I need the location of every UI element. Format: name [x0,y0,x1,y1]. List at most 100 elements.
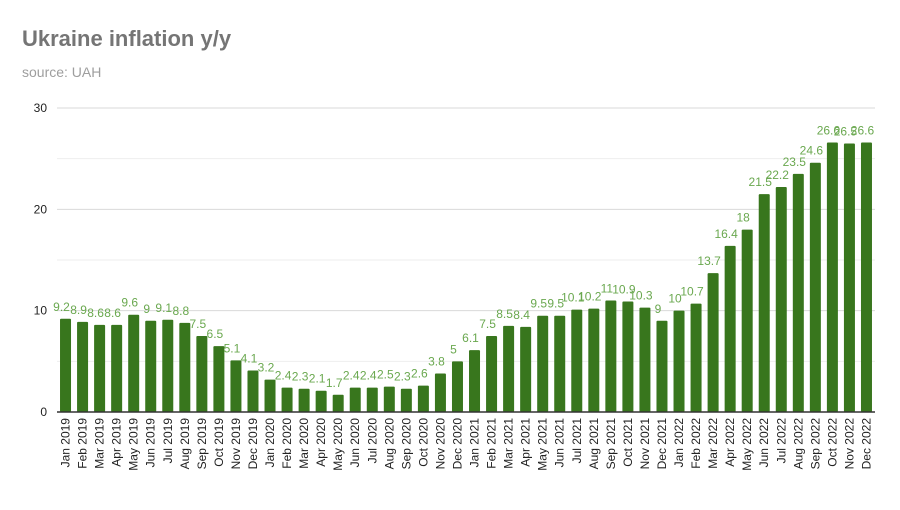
bar [503,325,515,412]
x-tick-label: May 2021 [536,418,550,471]
data-label: 2.4 [275,369,292,383]
bar [656,320,668,412]
bar [179,322,191,412]
data-label: 9.5 [530,297,547,311]
bar [554,315,566,412]
bar [826,142,838,412]
x-tick-label: Jun 2021 [553,418,567,468]
data-label: 9.1 [155,301,172,315]
x-tick-label: Dec 2021 [655,418,669,470]
y-tick-label: 20 [34,202,48,216]
data-label: 10.2 [578,290,602,304]
data-label: 8.8 [172,304,189,318]
bar [809,162,821,412]
x-tick-label: Aug 2022 [791,418,805,470]
x-tick-label: Sep 2022 [808,418,822,470]
x-tick-label: Nov 2020 [433,418,447,470]
x-tick-label: Feb 2019 [76,418,90,469]
data-label: 10.9 [612,283,636,297]
data-label: 23.5 [783,155,807,169]
x-tick-label: Aug 2020 [382,418,396,470]
x-tick-label: May 2022 [740,418,754,471]
y-tick-label: 10 [34,304,48,318]
x-tick-label: Jan 2020 [263,418,277,468]
x-tick-label: Jun 2022 [757,418,771,468]
data-label: 8.6 [104,306,121,320]
bar [451,361,463,412]
bar [434,373,446,412]
data-label: 22.2 [766,168,790,182]
x-tick-label: Aug 2019 [178,418,192,470]
data-label: 10 [668,292,682,306]
x-tick-label: Jan 2019 [59,418,73,468]
data-label: 6.1 [462,331,479,345]
bar [383,386,395,412]
data-label: 9 [143,302,150,316]
data-label: 7.5 [190,317,207,331]
x-tick-label: Mar 2022 [706,418,720,469]
x-tick-label: Oct 2020 [416,418,430,467]
chart-subtitle: source: UAH [22,64,102,80]
x-tick-label: Jul 2020 [365,418,379,464]
data-label: 2.4 [360,369,377,383]
x-tick-label: Apr 2021 [519,418,533,467]
x-tick-label: Jul 2022 [774,418,788,464]
data-label: 8.5 [496,307,513,321]
data-label: 6.5 [207,327,224,341]
x-tick-label: Jan 2022 [672,418,686,468]
x-tick-label: Oct 2022 [825,418,839,467]
x-tick-label: Oct 2019 [212,418,226,467]
data-label: 26.5 [834,124,858,138]
data-label: 10.1 [561,291,585,305]
x-tick-label: Dec 2019 [246,418,260,470]
y-tick-label: 0 [40,405,47,419]
chart-title: Ukraine inflation y/y [22,26,232,51]
data-label: 26.6 [851,123,875,137]
bar [366,387,378,412]
bar [469,350,481,412]
x-tick-label: Nov 2021 [638,418,652,470]
bar [94,324,106,412]
data-label: 2.1 [309,372,326,386]
x-tick-label: May 2020 [331,418,345,471]
bar [77,321,89,412]
x-tick-label: Mar 2020 [297,418,311,469]
data-label: 9 [655,302,662,316]
bar [128,314,140,412]
bar [247,370,259,412]
bar [145,320,157,412]
data-label: 11 [601,282,614,296]
bar [520,326,532,412]
bar [486,336,498,412]
bar [843,143,855,412]
x-tick-label: Apr 2020 [314,418,328,467]
bar [315,390,327,412]
bar [741,229,753,412]
bar [400,388,412,412]
bar [298,388,310,412]
bar [639,307,651,412]
bar [281,387,293,412]
x-tick-label: Mar 2019 [93,418,107,469]
x-tick-label: Apr 2019 [110,418,124,467]
data-label: 9.2 [53,300,70,314]
bar [230,360,242,412]
data-label: 5.1 [224,341,241,355]
bar [417,385,429,412]
bar [758,194,770,412]
bar [775,187,787,412]
bar [792,173,804,412]
bar [571,309,583,412]
data-label: 2.4 [343,369,360,383]
bar [605,300,617,412]
bar [349,387,361,412]
y-tick-label: 30 [34,101,48,115]
data-label: 10.3 [629,289,653,303]
bar [673,310,685,412]
data-label: 16.4 [714,227,738,241]
bar [860,142,872,412]
data-label: 5 [450,342,457,356]
x-tick-label: Sep 2019 [195,418,209,470]
data-label: 3.8 [428,354,445,368]
